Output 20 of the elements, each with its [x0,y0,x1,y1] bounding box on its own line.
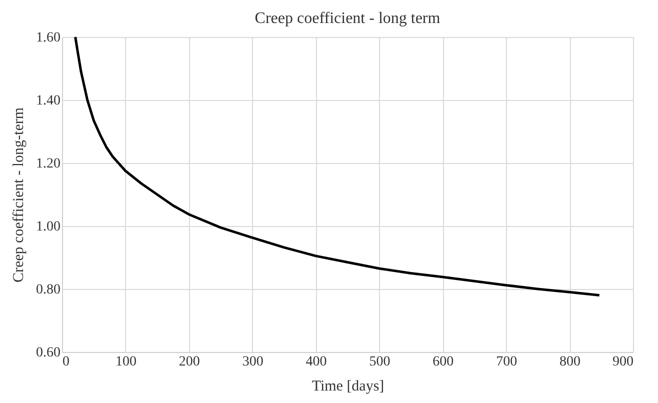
x-tick-label: 300 [242,354,264,370]
line-series [74,36,601,297]
x-tick-label: 0 [62,354,70,370]
y-tick-label: 1.20 [36,156,60,172]
y-tick-label: 1.60 [36,30,60,46]
x-tick-label: 700 [496,354,518,370]
x-tick-label: 100 [115,354,136,370]
x-tick-label: 400 [306,354,327,370]
y-tick-label: 1.40 [36,94,60,108]
x-tick-label: 500 [369,354,390,370]
x-tick-label: 800 [560,354,581,370]
chart-title: Creep coefficient - long term [254,10,441,27]
x-tick-label: 200 [178,354,200,370]
x-tick-label: 900 [612,354,634,370]
y-tick-label: 1.00 [36,220,60,234]
x-axis-title: Time [days] [312,378,384,394]
y-tick-label: 0.80 [36,282,60,298]
y-axis-title: Creep coefficient - long-term [11,107,27,283]
x-tick-label: 600 [432,354,454,370]
y-tick-label: 0.60 [36,346,60,360]
